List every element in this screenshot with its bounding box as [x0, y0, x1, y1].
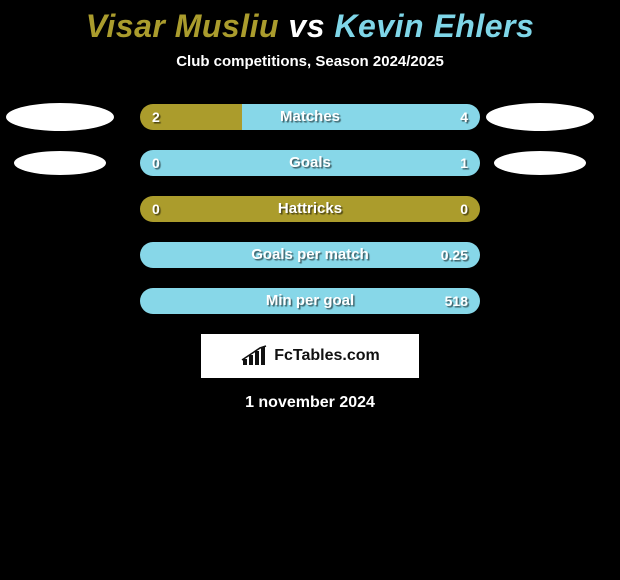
- stat-row: Goals per match0.25: [0, 242, 620, 268]
- stat-right-value: 4: [460, 104, 468, 130]
- stat-row: 0Hattricks0: [0, 196, 620, 222]
- stat-right-value: 1: [460, 150, 468, 176]
- date-text: 1 november 2024: [0, 394, 620, 412]
- stat-row: 2Matches4: [0, 104, 620, 130]
- stat-right-value: 0: [460, 196, 468, 222]
- right-ellipse: [486, 103, 594, 131]
- stat-right-value: 0.25: [441, 242, 468, 268]
- player2-name: Kevin Ehlers: [334, 8, 534, 44]
- left-ellipse: [14, 151, 106, 175]
- left-ellipse: [6, 103, 114, 131]
- subtitle: Club competitions, Season 2024/2025: [0, 53, 620, 70]
- brand-chart-icon: [240, 345, 268, 367]
- stat-row: 0Goals1: [0, 150, 620, 176]
- stat-row: Min per goal518: [0, 288, 620, 314]
- brand-box[interactable]: FcTables.com: [201, 334, 419, 378]
- page-title: Visar Musliu vs Kevin Ehlers: [0, 0, 620, 45]
- stat-label: Goals per match: [140, 242, 480, 268]
- right-ellipse: [494, 151, 586, 175]
- brand-text: FcTables.com: [274, 347, 380, 365]
- vs-text: vs: [288, 8, 325, 44]
- stat-label: Goals: [140, 150, 480, 176]
- stat-label: Min per goal: [140, 288, 480, 314]
- stat-label: Hattricks: [140, 196, 480, 222]
- stats-container: 2Matches40Goals10Hattricks0Goals per mat…: [0, 104, 620, 314]
- stat-label: Matches: [140, 104, 480, 130]
- stat-right-value: 518: [445, 288, 468, 314]
- player1-name: Visar Musliu: [86, 8, 279, 44]
